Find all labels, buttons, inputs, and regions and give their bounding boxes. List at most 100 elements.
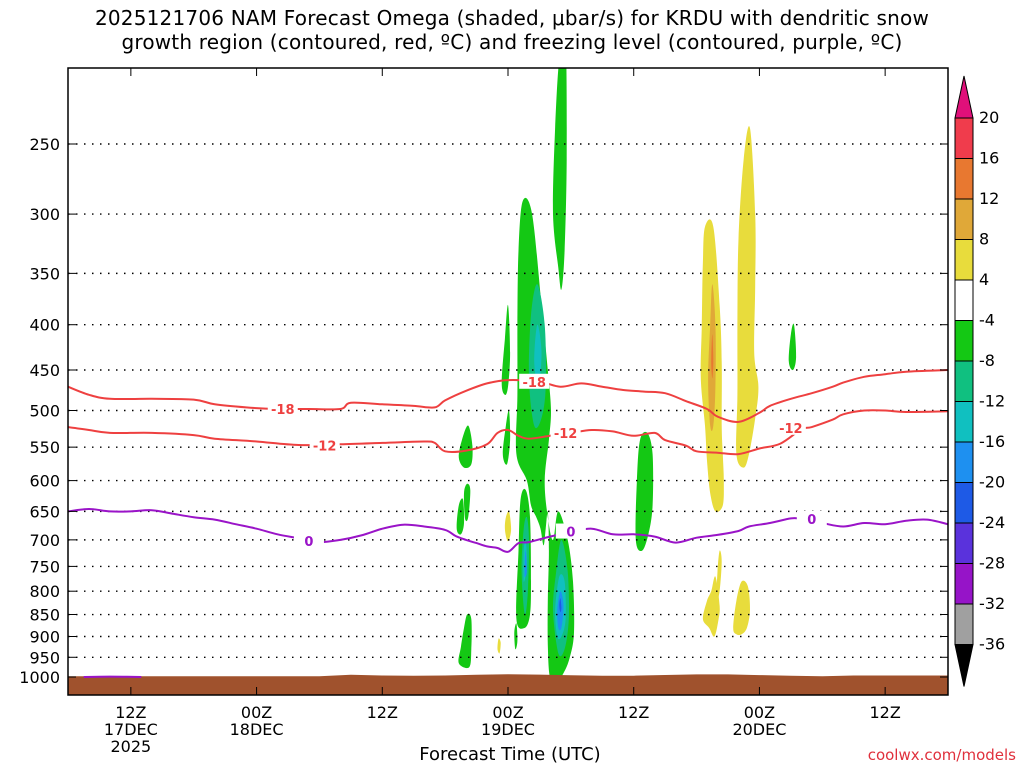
omega-region-pos4 (497, 638, 501, 654)
contour-label-bg (519, 373, 550, 389)
omega-region-pos4 (702, 576, 720, 637)
y-tick-label-400: 400 (29, 316, 60, 335)
contour-label-bg (796, 510, 827, 526)
y-tick-label-500: 500 (29, 402, 60, 421)
colorbar-label: -16 (979, 432, 1005, 451)
y-tick-label-850: 850 (29, 606, 60, 625)
y-tick-label-700: 700 (29, 531, 60, 550)
contour--18C (68, 369, 948, 423)
x-tick-label: 20DEC (732, 720, 786, 739)
y-axis: 250 300 350 400 450 500 550 600 650 700 750 800 850 9… (19, 135, 948, 687)
y-tick-label-800: 800 (29, 582, 60, 601)
colorbar-label: -24 (979, 513, 1005, 532)
omega-region-pos4 (733, 580, 751, 636)
contour-label-bg (267, 400, 298, 416)
colorbar-label: -8 (979, 351, 995, 370)
colorbar-label: -32 (979, 594, 1005, 613)
y-tick-label-300: 300 (29, 205, 60, 224)
colorbar-swatch (954, 441, 974, 483)
y-tick-label-350: 350 (29, 264, 60, 283)
colorbar-top-arrow (954, 75, 974, 119)
contour-label-bg (775, 419, 806, 435)
y-tick-label-250: 250 (29, 135, 60, 154)
x-tick-label: 00Z (492, 703, 523, 722)
omega-region-neg4 (456, 498, 465, 535)
omega-region-neg4 (552, 68, 567, 290)
colorbar-label: 16 (979, 149, 999, 168)
colorbar: 20 16 12 8 4 -4 -8 -12 -16 -20 -24 -28 -32 -36 (954, 75, 1005, 687)
x-tick-label: 12Z (115, 703, 146, 722)
colorbar-swatch (954, 198, 974, 240)
omega-region-pos4 (736, 126, 759, 468)
contour-label-bg (550, 424, 581, 440)
colorbar-label: -12 (979, 392, 1005, 411)
x-tick-label: 17DEC (104, 720, 158, 739)
colorbar-label: 12 (979, 189, 999, 208)
colorbar-swatch (954, 117, 974, 159)
omega-region-pos4 (716, 550, 722, 602)
contour-label--12C: -12 (313, 440, 337, 455)
contour-label--12C: -12 (779, 422, 803, 437)
colorbar-swatch (954, 360, 974, 402)
terrain-surface (68, 674, 948, 695)
y-tick-label-650: 650 (29, 502, 60, 521)
colorbar-label: -28 (979, 554, 1005, 573)
omega-region-pos4 (504, 510, 512, 542)
colorbar-label: 8 (979, 230, 989, 249)
y-tick-label-900: 900 (29, 627, 60, 646)
contour-label-bg (309, 437, 340, 453)
omega-region-neg12 (534, 324, 542, 387)
contour-label-0C: 0 (566, 526, 575, 541)
x-tick-label: 00Z (744, 703, 775, 722)
contour-label--18C: -18 (271, 403, 295, 418)
colorbar-label: -36 (979, 635, 1005, 654)
colorbar-label: -4 (979, 311, 995, 330)
omega-region-neg4 (502, 410, 511, 465)
omega-region-neg4 (458, 613, 472, 669)
omega-region-neg4 (788, 323, 797, 371)
y-tick-label-1000: 1000 (19, 668, 60, 687)
colorbar-swatch (954, 158, 974, 200)
x-tick-label: 2025 (110, 737, 151, 756)
contour-label-bg (555, 523, 586, 539)
colorbar-label: -20 (979, 473, 1005, 492)
colorbar-swatch (954, 482, 974, 524)
contour-label-0C: 0 (304, 535, 313, 550)
grid-lines (68, 143, 948, 658)
omega-shading (456, 68, 797, 682)
contour-label--18C: -18 (522, 376, 546, 391)
omega-region-neg4 (463, 483, 471, 522)
contour-label--12C: -12 (554, 427, 578, 442)
x-tick-label: 12Z (367, 703, 398, 722)
colorbar-swatch (954, 522, 974, 564)
y-tick-label-950: 950 (29, 648, 60, 667)
y-tick-label-450: 450 (29, 361, 60, 380)
colorbar-label: 4 (979, 270, 989, 289)
colorbar-swatch (954, 320, 974, 362)
title-line-2: growth region (contoured, red, ºC) and f… (121, 30, 903, 54)
temperature-contours: -18 -18 -12 -12 -12 0 0 0 (68, 369, 948, 678)
x-tick-label: 19DEC (481, 720, 535, 739)
colorbar-swatch (954, 401, 974, 443)
contour-label-0C: 0 (807, 513, 816, 528)
x-axis-title: Forecast Time (UTC) (419, 744, 601, 765)
contour-0C (68, 507, 948, 553)
omega-region-neg20 (559, 598, 562, 613)
colorbar-swatch (954, 603, 974, 645)
y-tick-label-550: 550 (29, 438, 60, 457)
omega-region-neg16 (524, 550, 527, 578)
credit-text[interactable]: coolwx.com/models (867, 746, 1016, 764)
omega-region-pos12 (711, 334, 714, 379)
omega-region-neg4 (635, 431, 654, 552)
y-tick-label-600: 600 (29, 472, 60, 491)
x-tick-label: 00Z (241, 703, 272, 722)
x-tick-label: 12Z (869, 703, 900, 722)
colorbar-swatch (954, 239, 974, 281)
contour-label-bg (293, 532, 324, 548)
omega-region-neg4 (501, 304, 511, 395)
title-line-1: 2025121706 NAM Forecast Omega (shaded, μ… (94, 6, 930, 30)
terrain-fill (68, 674, 948, 695)
colorbar-label: 20 (979, 108, 999, 127)
